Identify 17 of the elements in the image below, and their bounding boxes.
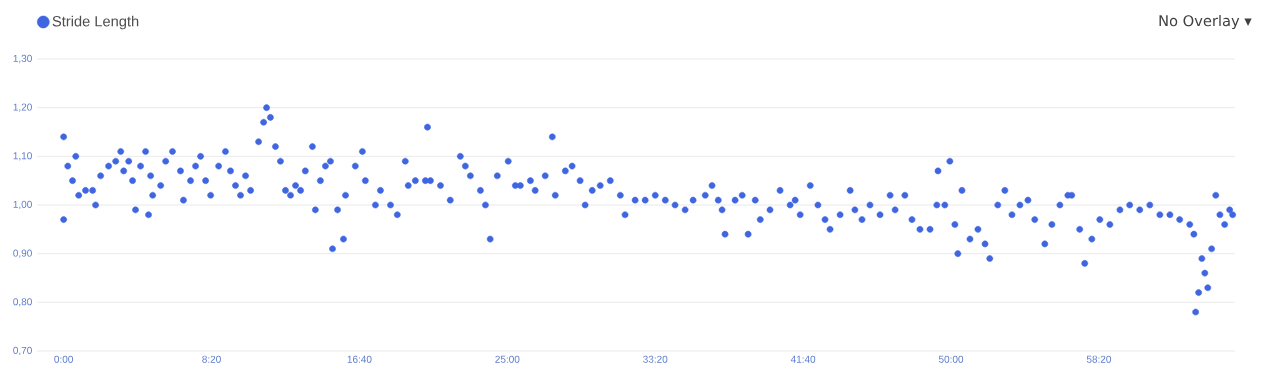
y-tick-label: 1,30	[13, 54, 32, 64]
x-tick-label: 50:00	[938, 355, 964, 363]
text: No Overlay ▾	[1159, 14, 1252, 30]
x-tick-label: 16:40	[347, 355, 372, 363]
x-tick-label: 58:20	[1086, 355, 1112, 363]
y-tick-label: 0,80	[13, 298, 32, 307]
x-tick-label: 0:00	[54, 355, 73, 363]
x-tick-label: 8:20	[202, 355, 221, 363]
y-tick-label: 1,10	[13, 152, 32, 161]
y-tick-label: 1,00	[13, 200, 32, 210]
legend-label: Stride Length	[52, 15, 139, 30]
y-tick-label: 0,90	[13, 249, 32, 258]
y-tick-label: 0,70	[13, 346, 32, 356]
x-tick-label: 33:20	[643, 355, 668, 363]
y-tick-label: 1,20	[13, 103, 32, 112]
x-tick-label: 25:00	[495, 355, 520, 363]
x-tick-label: 41:40	[790, 355, 816, 363]
